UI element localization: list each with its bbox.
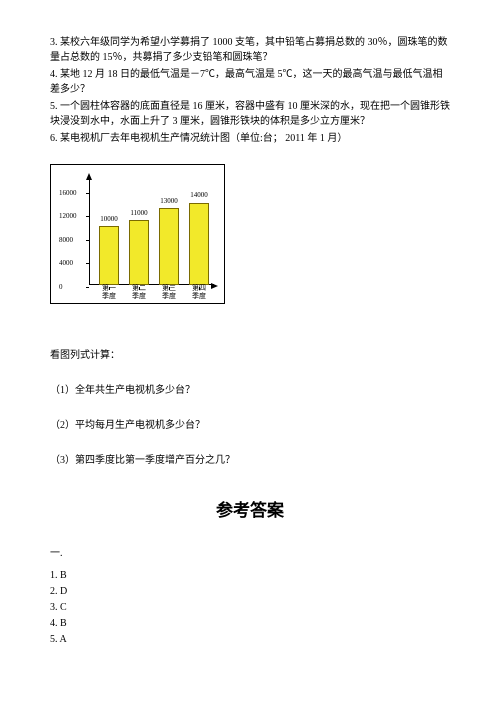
problem-4: 4. 某地 12 月 18 日的最低气温是－7℃，最高气温是 5℃，这一天的最高… bbox=[50, 67, 450, 97]
answers-list: 1. B2. D3. C4. B5. A bbox=[50, 568, 450, 647]
bar bbox=[99, 226, 119, 285]
bar-value-label: 10000 bbox=[94, 214, 124, 225]
x-category-label: 第一季度 bbox=[95, 285, 123, 300]
bar bbox=[159, 208, 179, 285]
y-tick-label: 16000 bbox=[59, 188, 77, 199]
y-tick-label: 8000 bbox=[59, 235, 73, 246]
answer-item: 1. B bbox=[50, 568, 450, 583]
bar bbox=[189, 203, 209, 285]
bar-chart: 040008000120001600010000110001300014000 … bbox=[50, 164, 225, 304]
answer-item: 4. B bbox=[50, 616, 450, 631]
y-tick-label: 4000 bbox=[59, 258, 73, 269]
problem-6: 6. 某电视机厂去年电视机生产情况统计图（单位:台； 2011 年 1 月） bbox=[50, 131, 450, 146]
bar-value-label: 13000 bbox=[154, 196, 184, 207]
look-compute-caption: 看图列式计算： bbox=[50, 348, 450, 363]
x-category-label: 第二季度 bbox=[125, 285, 153, 300]
bar-value-label: 14000 bbox=[184, 190, 214, 201]
problem-5: 5. 一个圆柱体容器的底面直径是 16 厘米，容器中盛有 10 厘米深的水，现在… bbox=[50, 99, 450, 129]
x-category-label: 第四季度 bbox=[185, 285, 213, 300]
sub-question-1: （1）全年共生产电视机多少台？ bbox=[50, 383, 450, 398]
y-tick-label: 12000 bbox=[59, 211, 77, 222]
answers-title: 参考答案 bbox=[50, 498, 450, 524]
problem-3: 3. 某校六年级同学为希望小学募捐了 1000 支笔，其中铅笔占募捐总数的 30… bbox=[50, 35, 450, 65]
bar bbox=[129, 220, 149, 285]
answers-section: 一. bbox=[50, 546, 450, 561]
sub-question-3: （3）第四季度比第一季度增产百分之几？ bbox=[50, 453, 450, 468]
answer-item: 2. D bbox=[50, 584, 450, 599]
bar-value-label: 11000 bbox=[124, 208, 154, 219]
sub-question-2: （2）平均每月生产电视机多少台？ bbox=[50, 418, 450, 433]
y-tick-label: 0 bbox=[59, 282, 63, 293]
answer-item: 5. A bbox=[50, 632, 450, 647]
answer-item: 3. C bbox=[50, 600, 450, 615]
x-category-label: 第三季度 bbox=[155, 285, 183, 300]
